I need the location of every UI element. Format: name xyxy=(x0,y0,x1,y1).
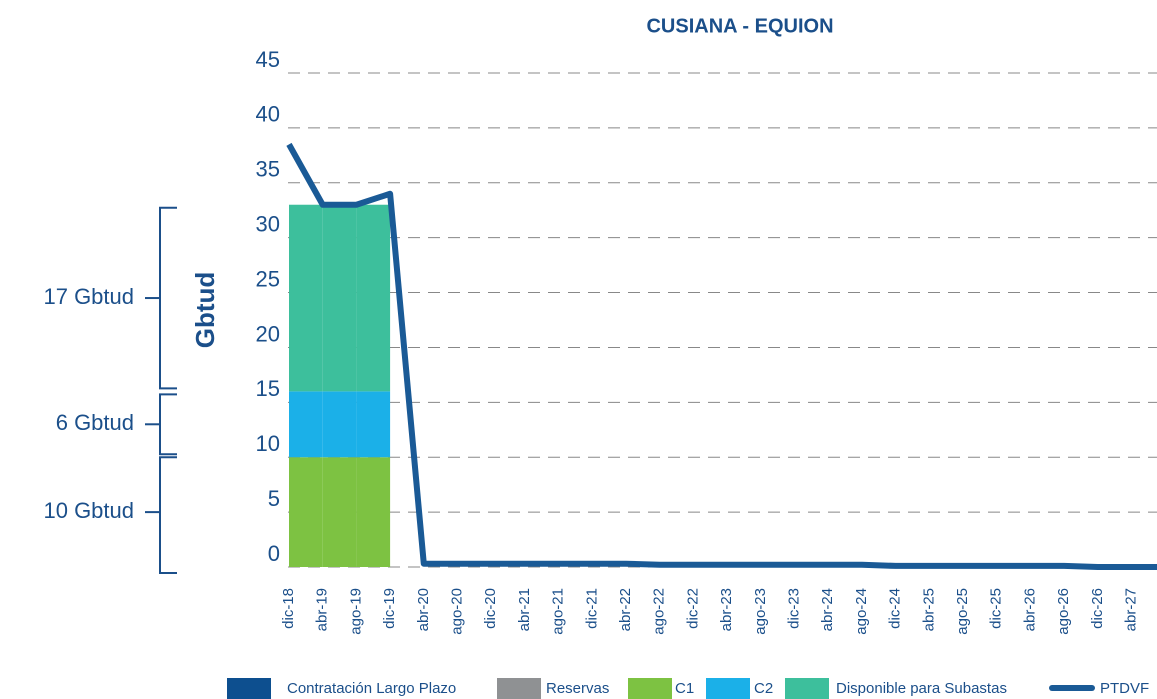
legend-label: C1 xyxy=(675,680,694,697)
y-tick-label: 0 xyxy=(268,541,280,566)
y-tick-label: 15 xyxy=(256,376,280,401)
bracket-label: 10 Gbtud xyxy=(43,498,134,523)
bar-segment xyxy=(289,391,323,458)
legend-swatch xyxy=(628,678,672,699)
x-tick-label: abr-27 xyxy=(1122,588,1139,631)
bar-segment xyxy=(289,457,323,567)
bracket xyxy=(159,393,177,456)
x-tick-label: ago-24 xyxy=(853,588,870,635)
bar-segment xyxy=(356,457,391,567)
x-tick-label: dic-21 xyxy=(583,588,600,629)
y-tick-label: 40 xyxy=(256,102,280,127)
bracket xyxy=(159,206,177,390)
bar-segment xyxy=(289,204,323,392)
x-tick-label: dic-23 xyxy=(785,588,802,629)
y-tick-label: 20 xyxy=(256,321,280,346)
x-tick-label: abr-22 xyxy=(617,588,634,631)
legend-swatch xyxy=(227,678,271,699)
legend-swatch xyxy=(785,678,829,699)
line-series xyxy=(286,142,1157,570)
x-tick-label: abr-26 xyxy=(1021,588,1038,631)
x-tick-label: abr-19 xyxy=(314,588,331,631)
legend-label: Disponible para Subastas xyxy=(836,680,1007,697)
bar-segment xyxy=(322,204,357,392)
y-axis-label: Gbtud xyxy=(190,272,220,349)
x-tick-label: dic-22 xyxy=(684,588,701,629)
x-tick-label: ago-26 xyxy=(1055,588,1072,635)
x-tick-label: dic-26 xyxy=(1089,588,1106,629)
x-tick-label: dic-19 xyxy=(381,588,398,629)
x-tick-label: dic-18 xyxy=(280,588,297,629)
legend-swatch xyxy=(497,678,541,699)
x-tick-label: abr-23 xyxy=(718,588,735,631)
bracket-label: 17 Gbtud xyxy=(43,284,134,309)
y-tick-label: 25 xyxy=(256,266,280,291)
legend-label: Reservas xyxy=(546,680,609,697)
x-tick-label: ago-25 xyxy=(954,588,971,635)
x-tick-label: ago-21 xyxy=(550,588,567,635)
bracket-label: 6 Gbtud xyxy=(56,410,134,435)
bracket xyxy=(159,456,177,574)
bar-segment xyxy=(322,391,357,458)
x-tick-label: ago-19 xyxy=(347,588,364,635)
x-tick-label: dic-25 xyxy=(988,588,1005,629)
chart-title: CUSIANA - EQUION xyxy=(646,15,833,37)
x-tick-label: dic-24 xyxy=(887,588,904,629)
legend-label: Contratación Largo Plazo xyxy=(287,680,456,697)
y-tick-label: 5 xyxy=(268,486,280,511)
bar-segment xyxy=(356,391,391,458)
bar-segment xyxy=(356,204,391,392)
x-tick-label: abr-24 xyxy=(819,588,836,631)
x-tick-label: ago-20 xyxy=(448,588,465,635)
y-tick-label: 45 xyxy=(256,47,280,72)
y-tick-label: 35 xyxy=(256,157,280,182)
legend-label: PTDVF xyxy=(1100,680,1149,697)
x-tick-label: abr-21 xyxy=(516,588,533,631)
y-tick-label: 30 xyxy=(256,211,280,236)
x-tick-label: abr-25 xyxy=(920,588,937,631)
bar-segment xyxy=(322,457,357,567)
legend-label: C2 xyxy=(754,680,773,697)
x-tick-label: dic-20 xyxy=(482,588,499,629)
x-tick-label: ago-22 xyxy=(651,588,668,635)
x-tick-label: ago-23 xyxy=(752,588,769,635)
legend-swatch xyxy=(706,678,750,699)
y-tick-label: 10 xyxy=(256,431,280,456)
x-tick-label: abr-20 xyxy=(415,588,432,631)
